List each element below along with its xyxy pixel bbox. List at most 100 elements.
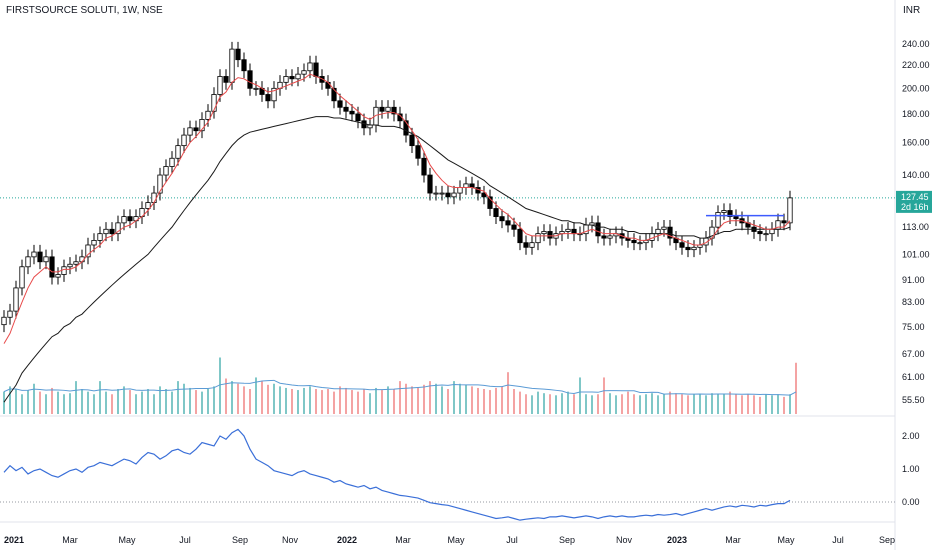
volume-bar <box>195 390 197 414</box>
volume-bar <box>657 395 659 414</box>
volume-bar <box>231 381 233 414</box>
last-price-countdown: 2d 16h <box>901 202 929 212</box>
candle-body <box>517 228 523 244</box>
time-tick-label: May <box>447 535 465 545</box>
time-tick-label: Sep <box>232 535 248 545</box>
volume-bar <box>255 377 257 414</box>
volume-bar <box>723 394 725 414</box>
volume-bar <box>315 389 317 414</box>
candle-body <box>151 192 157 203</box>
volume-bar <box>357 391 359 414</box>
time-tick-label: Mar <box>395 535 411 545</box>
time-tick-label: Sep <box>559 535 575 545</box>
candle-body <box>481 192 487 198</box>
candle-body <box>289 76 295 80</box>
volume-bar <box>417 387 419 414</box>
volume-bar <box>147 389 149 414</box>
candle-body <box>283 76 289 83</box>
volume-bar <box>555 395 557 414</box>
volume-bar <box>729 391 731 414</box>
candle-body <box>223 76 229 83</box>
price-tick-label: 67.00 <box>902 349 925 359</box>
candle-body <box>487 196 493 209</box>
volume-bar <box>387 386 389 414</box>
volume-bar <box>435 383 437 414</box>
candle-body <box>565 228 571 232</box>
candle-body <box>235 48 241 61</box>
volume-bar <box>33 383 35 414</box>
candle-body <box>529 242 535 248</box>
volume-bar <box>3 391 5 414</box>
candle-body <box>667 226 673 239</box>
candle-body <box>541 231 547 235</box>
volume-bar <box>591 395 593 414</box>
volume-bar <box>189 387 191 414</box>
candle-body <box>493 208 499 218</box>
volume-bar <box>381 390 383 414</box>
volume-bar <box>765 394 767 414</box>
volume-bar <box>285 387 287 414</box>
candle-body <box>109 228 115 235</box>
price-tick-label: 160.00 <box>902 138 930 148</box>
volume-bar <box>795 362 797 414</box>
volume-bar <box>423 384 425 414</box>
candle-body <box>733 216 739 220</box>
volume-bar <box>213 386 215 414</box>
candle-body <box>19 266 25 289</box>
candle-body <box>631 240 637 244</box>
candle-body <box>265 94 271 102</box>
candle-body <box>391 106 397 115</box>
time-tick-label: 2021 <box>4 535 24 545</box>
volume-bar <box>537 391 539 414</box>
volume-bar <box>603 377 605 414</box>
volume-bar <box>429 381 431 414</box>
volume-bar <box>201 391 203 414</box>
volume-bar <box>501 386 503 414</box>
volume-bar <box>567 391 569 414</box>
volume-bar <box>477 387 479 414</box>
volume-bar <box>345 387 347 414</box>
volume-bar <box>21 394 23 414</box>
candle-body <box>271 87 277 102</box>
candle-body <box>469 183 475 188</box>
volume-bar <box>297 390 299 414</box>
candle-body <box>205 110 211 120</box>
currency-label: INR <box>903 5 921 16</box>
volume-bar <box>171 391 173 414</box>
candle-body <box>295 73 301 80</box>
candle-body <box>763 233 769 236</box>
volume-bar <box>507 372 509 414</box>
volume-bar <box>237 383 239 414</box>
volume-bar <box>771 395 773 414</box>
candle-body <box>145 202 151 209</box>
candle-body <box>115 222 121 235</box>
volume-bar <box>747 394 749 414</box>
volume-bar <box>363 389 365 414</box>
candle-body <box>211 94 217 112</box>
volume-bar <box>99 381 101 414</box>
candle-body <box>457 187 463 194</box>
price-tick-label: 220.00 <box>902 60 930 70</box>
candle-body <box>757 231 763 235</box>
candle-body <box>439 192 445 195</box>
candle-body <box>433 192 439 195</box>
volume-bar <box>549 394 551 414</box>
volume-bar <box>135 394 137 414</box>
candle-body <box>217 76 223 95</box>
volume-bar <box>789 394 791 414</box>
candle-body <box>301 70 307 75</box>
candle-body <box>385 106 391 112</box>
volume-bar <box>159 386 161 414</box>
volume-bar <box>243 386 245 414</box>
candle-body <box>511 224 517 230</box>
candle-body <box>229 48 235 83</box>
volume-bar <box>309 386 311 414</box>
volume-bar <box>303 387 305 414</box>
candle-body <box>601 235 607 239</box>
volume-bar <box>339 386 341 414</box>
candle-body <box>715 212 721 228</box>
volume-bar <box>573 394 575 414</box>
volume-bar <box>465 384 467 414</box>
last-price-value: 127.45 <box>901 192 929 202</box>
